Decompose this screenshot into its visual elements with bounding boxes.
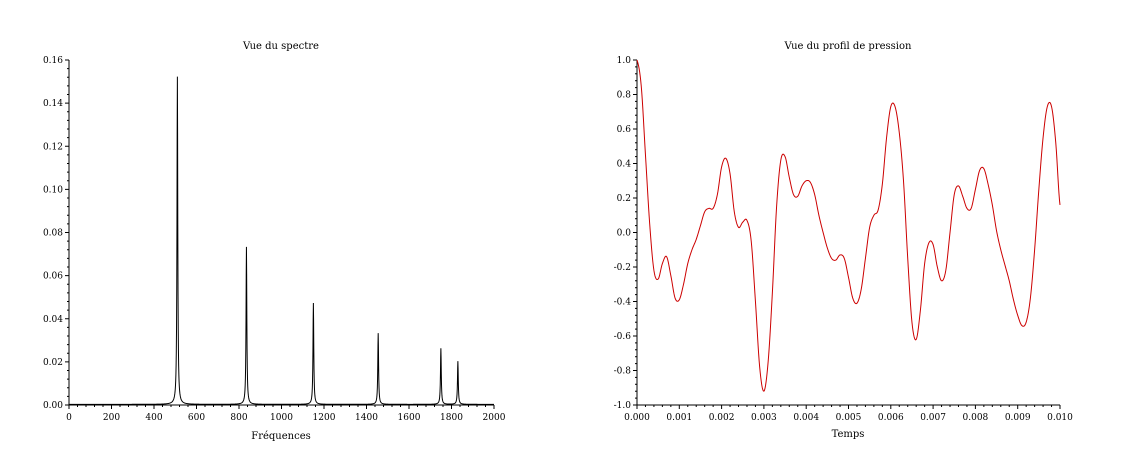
x-tick-label: 1400 <box>355 413 378 423</box>
x-tick-label: 0.002 <box>709 413 735 423</box>
y-tick-label: 0.12 <box>43 142 63 152</box>
x-tick-label: 0 <box>66 413 72 423</box>
y-tick-label: 0.16 <box>43 56 63 66</box>
y-tick-label: 0.0 <box>617 229 632 239</box>
series-line <box>636 59 1061 392</box>
x-tick-label: 0.000 <box>624 413 650 423</box>
y-tick-label: 0.02 <box>43 358 63 368</box>
x-tick-label: 0.004 <box>793 413 819 423</box>
x-tick-label: 1800 <box>440 413 463 423</box>
x-axis-label: Temps <box>832 429 865 440</box>
plot-area <box>636 59 1061 392</box>
x-axis-label: Fréquences <box>251 431 311 442</box>
x-tick-label: 1600 <box>398 413 421 423</box>
x-tick-label: 1000 <box>270 413 293 423</box>
y-tick-label: 0.04 <box>43 315 63 325</box>
plot-area <box>69 76 494 405</box>
y-tick-label: 0.4 <box>617 160 632 170</box>
x-tick-label: 2000 <box>483 413 506 423</box>
y-tick-label: 0.8 <box>617 91 632 101</box>
ticks: 0.000 0.001 0.002 0.003 0.004 0.005 0.006 0.007… <box>614 56 1074 423</box>
y-tick-label: -0.2 <box>614 263 631 273</box>
x-tick-label: 0.007 <box>920 413 946 423</box>
y-tick-label: 0.6 <box>617 125 632 135</box>
y-tick-label: 1.0 <box>617 56 632 66</box>
x-tick-label: 0.006 <box>878 413 904 423</box>
chart-title: Vue du profil de pression <box>784 41 912 52</box>
x-tick-label: 400 <box>145 413 162 423</box>
chart-title: Vue du spectre <box>242 41 319 52</box>
spectrum-chart: Vue du spectre 0 200 400 600 800 1000 1200 1400… <box>43 41 506 442</box>
axes <box>68 60 494 406</box>
ticks: 0 200 400 600 800 1000 1200 1400 1600 1800 2000 0.0… <box>43 56 506 423</box>
y-tick-label: 0.2 <box>617 194 631 204</box>
x-tick-label: 800 <box>230 413 247 423</box>
x-tick-label: 0.005 <box>836 413 862 423</box>
y-tick-label: 0.10 <box>43 185 63 195</box>
y-tick-label: -1.0 <box>614 401 632 411</box>
x-tick-label: 0.003 <box>751 413 777 423</box>
y-tick-label: 0.06 <box>43 272 63 282</box>
pressure-chart: Vue du profil de pression 0.000 0.001 0.00… <box>614 41 1074 440</box>
y-tick-label: 0.00 <box>43 401 63 411</box>
x-tick-label: 0.010 <box>1047 413 1073 423</box>
y-tick-label: -0.4 <box>614 298 632 308</box>
series-line <box>69 76 494 405</box>
x-tick-label: 0.008 <box>963 413 989 423</box>
y-tick-label: -0.8 <box>614 367 632 377</box>
x-tick-label: 600 <box>188 413 205 423</box>
y-tick-label: -0.6 <box>614 332 632 342</box>
y-tick-label: 0.08 <box>43 229 63 239</box>
y-tick-label: 0.14 <box>43 99 63 109</box>
x-tick-label: 1200 <box>313 413 336 423</box>
x-tick-label: 200 <box>103 413 120 423</box>
x-tick-label: 0.009 <box>1005 413 1031 423</box>
x-tick-label: 0.001 <box>666 413 692 423</box>
